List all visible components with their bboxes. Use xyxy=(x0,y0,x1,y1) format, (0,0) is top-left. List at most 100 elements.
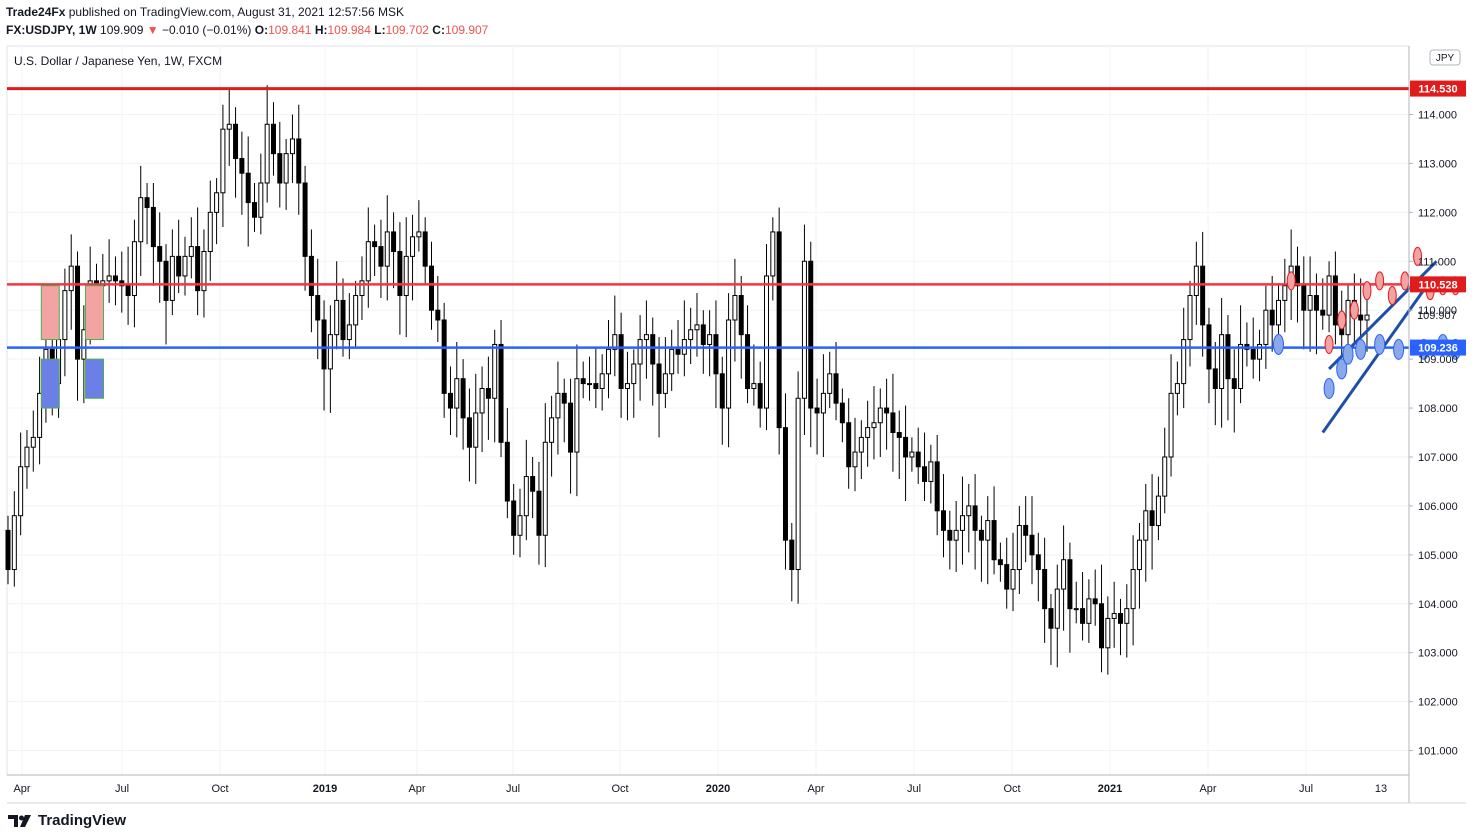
candle-body-up xyxy=(1086,598,1092,624)
candle xyxy=(511,483,517,555)
candle-body-up xyxy=(479,387,485,414)
candle xyxy=(1269,275,1275,352)
candle xyxy=(738,275,744,379)
candle xyxy=(384,195,390,301)
candle xyxy=(1244,322,1250,367)
candle xyxy=(542,403,548,568)
level-price-tag xyxy=(1410,339,1466,356)
candle-body-down xyxy=(1092,598,1098,605)
candle xyxy=(808,241,814,448)
candle-body-up xyxy=(605,348,611,375)
candle xyxy=(81,305,87,404)
candle-body-up xyxy=(643,334,649,341)
candle-body-up xyxy=(517,515,523,536)
candle-body-down xyxy=(5,529,11,571)
y-tick-label: 108.000 xyxy=(1418,403,1458,415)
candle-body-up xyxy=(1168,392,1174,458)
candle-body-down xyxy=(536,490,542,536)
candle-body-up xyxy=(764,275,770,409)
candle-body-down xyxy=(890,412,896,434)
candle xyxy=(289,114,295,183)
low-label: L: xyxy=(374,23,386,37)
candle-body-up xyxy=(289,138,295,155)
candle xyxy=(915,427,921,484)
candle-body-up xyxy=(1130,569,1136,610)
candle-body-down xyxy=(896,432,902,438)
candle xyxy=(688,307,694,365)
candle-body-up xyxy=(523,476,529,517)
candle xyxy=(454,342,460,438)
chart-legend-title: U.S. Dollar / Japanese Yen, 1W, FXCM xyxy=(14,54,223,68)
candle xyxy=(119,251,125,313)
candle xyxy=(1124,584,1130,658)
y-tick-label: 113.000 xyxy=(1418,158,1457,170)
candle-body-up xyxy=(599,373,605,389)
x-tick-label: 2019 xyxy=(313,783,337,795)
candle-body-up xyxy=(751,383,757,389)
candle-body-up xyxy=(264,123,270,184)
candle xyxy=(302,165,308,291)
candle-body-down xyxy=(947,529,953,541)
candle xyxy=(751,344,757,406)
candle xyxy=(972,474,978,570)
candle-body-down xyxy=(176,255,182,277)
candle xyxy=(315,258,321,360)
candle-body-up xyxy=(81,329,87,360)
currency-badge[interactable]: JPY xyxy=(1436,53,1455,64)
candle-body-down xyxy=(922,466,928,482)
candle-body-up xyxy=(732,295,738,321)
candle-body-up xyxy=(353,295,359,326)
candle xyxy=(839,388,845,443)
candle xyxy=(757,361,763,428)
candle xyxy=(605,319,611,399)
candle xyxy=(410,214,416,301)
candle-body-down xyxy=(1250,348,1256,360)
candle-body-up xyxy=(1174,383,1180,394)
symbol-label: FX:USDJPY, 1W xyxy=(6,23,97,37)
candle xyxy=(700,310,706,374)
candle-body-down xyxy=(315,295,321,321)
candle-body-up xyxy=(688,329,694,341)
candle-body-up xyxy=(416,231,422,238)
candle xyxy=(940,474,946,558)
candle xyxy=(631,349,637,418)
candle-body-up xyxy=(966,505,972,517)
candle xyxy=(719,356,725,445)
candle-body-up xyxy=(1105,617,1111,649)
candle-body-down xyxy=(245,172,251,204)
candle xyxy=(334,261,340,350)
candle-body-down xyxy=(460,378,466,419)
candle xyxy=(18,432,24,536)
candle xyxy=(1048,593,1054,665)
candle-body-down xyxy=(163,260,169,301)
candle xyxy=(580,361,586,399)
candle xyxy=(359,256,365,320)
plot-frame xyxy=(6,45,1410,776)
candle xyxy=(1054,564,1060,668)
candle xyxy=(1326,261,1332,333)
candle-body-up xyxy=(1364,314,1370,321)
author-name[interactable]: Trade24Fx xyxy=(6,5,66,19)
candle xyxy=(517,488,523,558)
resistance-touch-marker xyxy=(1400,271,1410,291)
candle-body-down xyxy=(789,539,795,571)
candle-body-down xyxy=(252,202,258,218)
candle xyxy=(1016,505,1022,594)
candle-body-up xyxy=(454,378,460,409)
candle xyxy=(144,182,150,245)
level-price-label: 114.530 xyxy=(1418,84,1457,96)
level-price-label: 109.236 xyxy=(1418,343,1458,355)
candle xyxy=(624,351,630,421)
candle xyxy=(966,483,972,553)
candle xyxy=(403,217,409,338)
candle xyxy=(618,312,624,418)
candle xyxy=(441,302,447,418)
candle-body-down xyxy=(1269,309,1275,326)
x-tick-label: Jul xyxy=(907,783,921,795)
candle xyxy=(1105,596,1111,675)
y-tick-label: 106.000 xyxy=(1418,501,1458,513)
candle-body-down xyxy=(650,334,656,365)
candle xyxy=(188,217,194,279)
candle-body-down xyxy=(308,255,314,297)
